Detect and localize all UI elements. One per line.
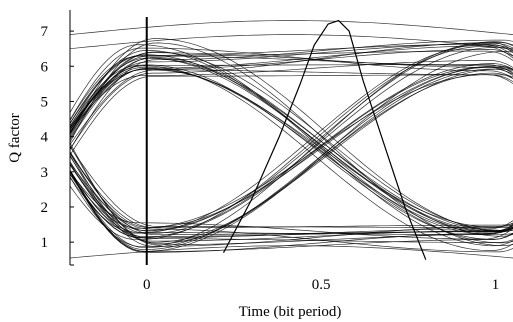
eye-trace <box>69 57 513 237</box>
eye-trace <box>69 46 513 241</box>
eye-trace <box>69 65 513 251</box>
q-factor-curve <box>222 19 427 260</box>
eye-trace <box>69 64 513 126</box>
y-tick-label: 2 <box>41 200 49 216</box>
x-tick-label: 0.5 <box>312 277 331 293</box>
eye-trace <box>69 142 513 246</box>
eye-trace <box>69 42 513 246</box>
eye-trace <box>69 20 513 35</box>
eye-trace <box>69 50 513 247</box>
eye-trace <box>69 41 513 248</box>
y-tick-labels: 1 2 3 4 5 6 7 <box>41 24 74 251</box>
eye-trace <box>69 57 513 232</box>
eye-trace <box>69 66 513 251</box>
eye-trace <box>69 68 513 243</box>
eye-trace <box>69 54 513 233</box>
y-tick-label: 1 <box>41 235 49 251</box>
y-tick-label: 6 <box>41 59 49 75</box>
eye-trace <box>69 170 513 235</box>
eye-trace <box>69 155 513 247</box>
eye-trace <box>69 43 513 124</box>
eye-traces <box>69 20 513 259</box>
x-tick-label: 0 <box>143 277 151 293</box>
y-tick-label: 4 <box>41 130 49 146</box>
eye-trace <box>69 146 513 228</box>
eye-trace <box>69 41 513 232</box>
y-tick-label: 3 <box>41 165 49 181</box>
eye-trace <box>69 64 513 240</box>
eye-trace <box>69 164 513 243</box>
eye-trace <box>69 63 513 231</box>
eye-trace <box>69 66 513 234</box>
eye-trace <box>69 74 513 229</box>
eye-trace <box>69 46 513 235</box>
eye-trace <box>69 66 513 238</box>
eye-trace <box>69 60 513 133</box>
eye-trace <box>69 65 513 228</box>
x-tick-labels: 0 0.5 1 <box>143 277 499 293</box>
eye-trace <box>69 72 513 249</box>
x-axis-label: Time (bit period) <box>239 304 342 320</box>
axes <box>69 10 74 266</box>
q-factor-curve-group <box>222 19 427 260</box>
eye-trace <box>69 68 513 228</box>
eye-trace <box>69 51 513 231</box>
eye-trace <box>69 55 513 134</box>
y-axis-label: Q factor <box>7 113 23 163</box>
eye-trace <box>69 45 513 135</box>
eye-trace <box>69 151 513 236</box>
eye-trace <box>69 74 513 156</box>
eye-trace <box>69 38 513 232</box>
eye-trace <box>69 47 513 121</box>
eye-trace <box>69 49 513 134</box>
eye-trace <box>69 57 513 232</box>
eye-trace <box>69 42 513 150</box>
x-tick-label: 1 <box>492 277 500 293</box>
y-tick-label: 5 <box>41 94 49 110</box>
eye-trace <box>69 162 513 253</box>
eye-trace <box>69 171 513 240</box>
eye-trace <box>69 245 513 259</box>
eye-trace <box>69 153 513 229</box>
eye-trace <box>69 69 513 130</box>
eye-trace <box>69 34 513 50</box>
eye-trace <box>69 69 513 244</box>
y-tick-label: 7 <box>41 24 49 40</box>
